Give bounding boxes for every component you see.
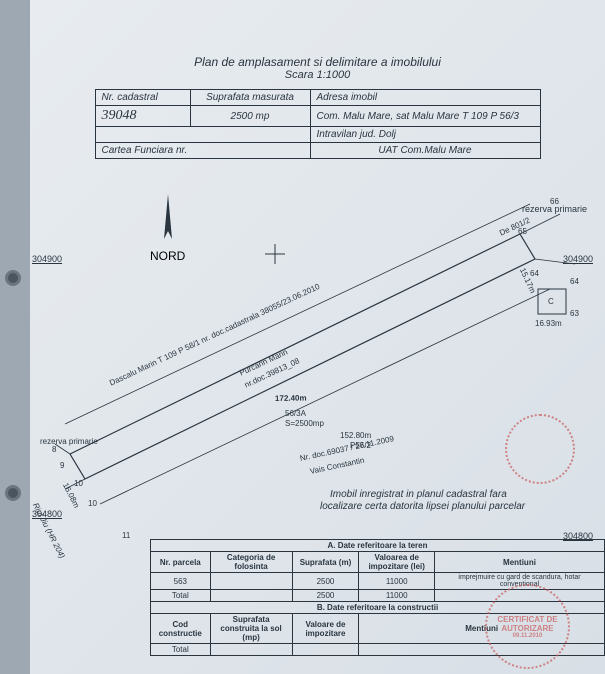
n10b: 10 [88,499,97,508]
hdr-cell: Cartea Funciara nr. [95,143,310,159]
hdr-cell: 39048 [95,106,190,127]
stamp-date: 09.11.2010 [487,633,568,639]
coord-br: 304800 [563,531,593,541]
note1: Imobil inregistrat in planul cadastral f… [330,489,507,500]
n64b: 64 [570,277,579,286]
hdr-cell: Suprafata masurata [190,90,310,106]
note2: localizare certa datorita lipsei planulu… [320,501,525,512]
n11: 11 [122,531,130,540]
td [292,644,359,656]
td: 2500 [292,590,359,602]
stamp-text: CERTIFICAT DE AUTORIZARE [487,615,568,633]
th: Cod constructie [151,614,211,644]
plan-area: NORD 304900 304900 304800 304800 rezerva… [30,159,605,539]
rezerva-bl: rezerva primarie [40,437,98,446]
th: Categoria de folosinta [210,552,292,573]
n64: 64 [530,269,539,278]
th: Suprafata (m) [292,552,359,573]
n66: 66 [550,197,559,206]
hdr-cell: Nr. cadastral [95,90,190,106]
td: 563 [151,573,211,590]
stamp-round-1 [505,414,575,484]
header-table: Nr. cadastral Suprafata masurata Adresa … [95,89,541,159]
surf: S=2500mp [285,419,324,428]
th: Nr. parcela [151,552,211,573]
hdr-cell: Adresa imobil [310,90,540,106]
hdr-cell: 2500 mp [190,106,310,127]
td [210,590,292,602]
doc-scale: Scara 1:1000 [30,69,605,81]
parcel: 56/3A [285,409,306,418]
th: Valoare de impozitare [292,614,359,644]
td: 11000 [359,590,435,602]
td: 2500 [292,573,359,590]
doc-title: Plan de amplasament si delimitare a imob… [30,55,605,69]
th: Valoarea de impozitare (lei) [359,552,435,573]
hdr-cell: Intravilan jud. Dolj [310,127,540,143]
m16: 16.93m [535,319,562,328]
len1: 172.40m [275,393,307,403]
hdr-cell: UAT Com.Malu Mare [310,143,540,159]
stamp-autorizare: CERTIFICAT DE AUTORIZARE 09.11.2010 [485,584,570,669]
td: 11000 [359,573,435,590]
td: Total [151,644,211,656]
n63: 63 [570,309,579,318]
plan-svg [30,159,605,539]
n9: 9 [60,461,64,470]
th: Suprafata construita la sol (mp) [210,614,292,644]
td [210,644,292,656]
td: Total [151,590,211,602]
n65: 65 [518,227,527,236]
coord-tl: 304900 [32,254,62,264]
tableA-title: A. Date referitoare la teren [151,540,605,552]
hdr-cell [95,127,310,143]
hdr-cell: Com. Malu Mare, sat Malu Mare T 109 P 56… [310,106,540,127]
n8: 8 [52,445,56,454]
td [359,644,605,656]
nord-label: NORD [150,249,185,263]
nc: C [548,297,554,306]
td [210,573,292,590]
document-paper: Plan de amplasament si delimitare a imob… [30,0,605,674]
n10: 10 [74,479,83,488]
coord-tr: 304900 [563,254,593,264]
th: Mentiuni [435,552,605,573]
